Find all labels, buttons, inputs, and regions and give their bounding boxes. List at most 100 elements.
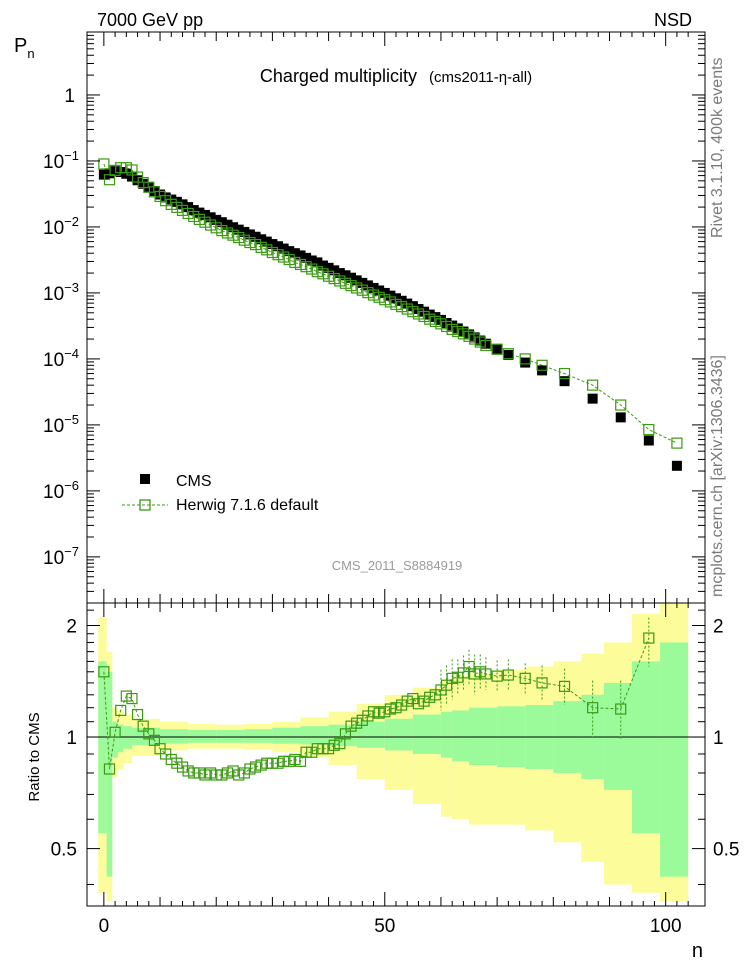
ratio-ytick-label: 1 [66, 728, 77, 749]
ratio-point [322, 743, 335, 755]
ratio-point [558, 680, 571, 692]
ratio-point [193, 767, 205, 779]
ratio-point [115, 704, 127, 717]
mc-point [126, 164, 138, 176]
cms-point [239, 226, 250, 237]
ratio-point [283, 755, 295, 767]
ratio-point [424, 691, 436, 703]
green-band-bin [631, 661, 661, 834]
green-band-bin [216, 729, 245, 743]
xtick-label: 50 [374, 916, 395, 937]
cms-point [261, 236, 272, 247]
mc-point [367, 289, 380, 301]
ratio-ytick-label-right: 0.5 [713, 840, 739, 861]
cms-point [199, 209, 210, 220]
legend-cms-label: CMS [176, 473, 212, 490]
cms-point [671, 460, 682, 471]
mc-point [558, 367, 571, 380]
ratio-point [480, 668, 492, 680]
green-band-bin [384, 718, 413, 751]
cms-point [216, 217, 227, 228]
mc-point [491, 343, 503, 355]
ratio-point [221, 767, 234, 779]
tick-exponent: −5 [64, 412, 79, 427]
mc-point [216, 225, 228, 237]
mc-point [238, 234, 250, 246]
ratio-point [587, 702, 599, 714]
cms-point [267, 239, 278, 250]
ratio-uncertainty-bands [98, 603, 689, 902]
cms-point [110, 166, 121, 177]
x-axis-label: n [692, 940, 703, 962]
cms-point [469, 332, 480, 343]
ratio-point [120, 690, 132, 702]
header-right: NSD [654, 10, 692, 30]
ratio-point [373, 707, 385, 719]
mc-top-line [103, 163, 678, 444]
xtick-label: 100 [650, 916, 682, 937]
mc-point [440, 320, 453, 333]
mc-point [283, 253, 295, 266]
cms-point [368, 282, 379, 293]
cms-point [480, 338, 491, 349]
cms-point [317, 260, 328, 271]
mc-point [474, 336, 486, 348]
cms-point [306, 255, 317, 266]
green-band-bin [469, 707, 498, 766]
green-band-bin [188, 729, 217, 743]
green-band-bin [440, 711, 453, 758]
cms-point [143, 182, 154, 193]
top-ylabel-main: P [14, 35, 27, 57]
cms-point [520, 357, 531, 368]
mc-point [334, 275, 346, 287]
cms-point [643, 435, 654, 446]
mc-point [519, 353, 531, 365]
mc-point [339, 277, 352, 289]
legend-mc-label: Herwig 7.1.6 default [176, 497, 319, 514]
ratio-point [176, 761, 189, 773]
cms-point [177, 199, 188, 210]
ratio-ytick-label: 2 [66, 616, 77, 637]
ratio-point [339, 728, 352, 740]
cms-point [559, 376, 570, 387]
legend-cms-marker [140, 474, 150, 484]
cms-point [503, 349, 514, 360]
cms-point [132, 175, 143, 186]
top-ytick-label: 10−2 [43, 214, 79, 239]
ratio-ytick-label: 0.5 [51, 840, 77, 861]
mc-point [306, 263, 318, 275]
tick-base: 10 [43, 218, 64, 239]
ratio-point [367, 706, 380, 718]
top-ytick-label: 10−1 [43, 148, 79, 173]
mc-point [311, 266, 323, 278]
mc-point [171, 201, 183, 213]
ratio-point [238, 767, 250, 779]
top-ytick-label: 10−4 [43, 346, 79, 371]
top-ytick-label: 10−5 [43, 412, 79, 437]
cms-point [430, 312, 441, 323]
mc-point [278, 251, 290, 263]
cms-point [357, 277, 368, 288]
mc-point [412, 308, 425, 320]
mc-point [188, 210, 200, 223]
mc-point [643, 423, 655, 436]
ratio-point [306, 746, 318, 758]
xtick-label: 0 [99, 916, 110, 937]
ratio-point [249, 761, 262, 773]
mc-point [322, 270, 335, 282]
mc-point [407, 306, 419, 318]
mc-point [615, 399, 627, 411]
ratio-point [148, 734, 161, 746]
green-band-bin [412, 714, 441, 755]
cms-point [492, 343, 503, 354]
cms-point [284, 246, 295, 257]
ratio-point [227, 765, 239, 777]
ratio-point [98, 666, 110, 678]
mc-point [266, 246, 278, 259]
ratio-point [244, 763, 256, 775]
top-ytick-label: 10−7 [43, 544, 79, 569]
ratio-point [643, 632, 655, 644]
mc-point [317, 268, 329, 280]
mc-point [227, 229, 239, 241]
mc-point [289, 256, 301, 269]
